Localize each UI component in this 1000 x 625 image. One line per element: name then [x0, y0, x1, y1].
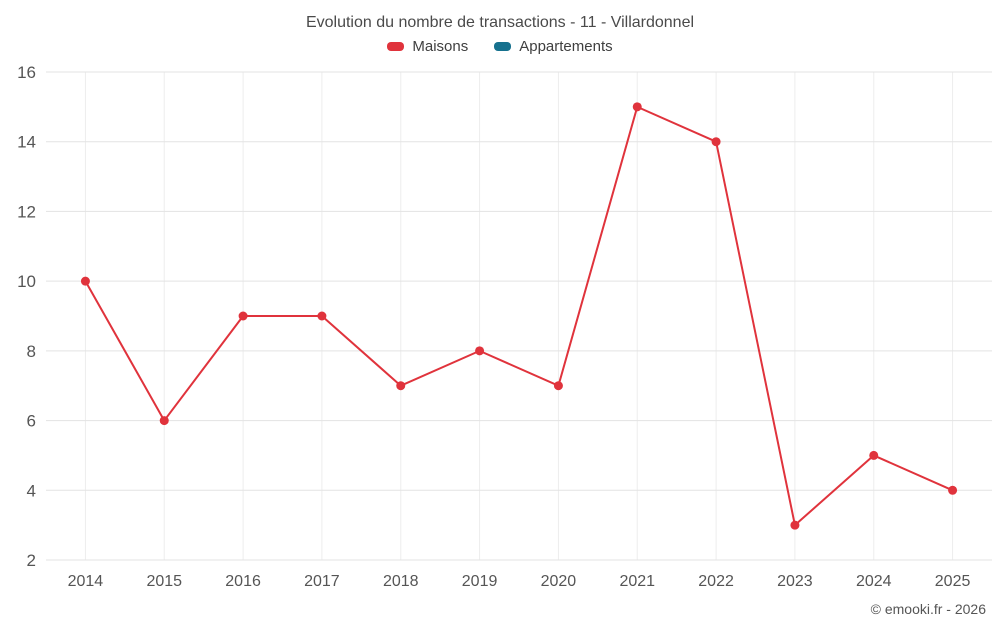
data-point-maisons	[553, 381, 563, 391]
x-axis-tick-label: 2017	[304, 573, 340, 590]
data-point-maisons	[948, 485, 958, 495]
maisons-series-swatch-icon	[387, 42, 405, 51]
y-axis-tick-label: 4	[27, 481, 36, 500]
x-axis-tick-label: 2022	[698, 573, 734, 590]
y-axis-tick-label: 10	[17, 272, 36, 291]
y-axis-tick-label: 6	[27, 412, 36, 431]
x-axis-tick-label: 2021	[619, 573, 655, 590]
y-axis-tick-label: 8	[27, 342, 36, 361]
y-axis-tick-label: 2	[27, 551, 36, 570]
y-axis-tick-label: 12	[17, 202, 36, 221]
x-axis-tick-label: 2025	[935, 573, 971, 590]
data-point-maisons	[159, 416, 169, 426]
data-point-maisons	[475, 346, 485, 356]
chart-title: Evolution du nombre de transactions - 11…	[305, 14, 695, 31]
legend-item-appartements[interactable]: Appartements	[494, 38, 613, 55]
data-point-maisons	[711, 137, 721, 147]
x-axis-tick-label: 2023	[777, 573, 813, 590]
y-axis-tick-label: 14	[17, 133, 36, 152]
x-axis-tick-label: 2019	[462, 573, 498, 590]
data-point-maisons	[238, 311, 248, 321]
data-point-maisons	[317, 311, 327, 321]
x-axis-tick-label: 2020	[541, 573, 577, 590]
data-point-maisons	[790, 520, 800, 530]
legend-item-maisons[interactable]: Maisons	[387, 38, 468, 55]
data-point-maisons	[869, 450, 879, 460]
legend-label-maisons: Maisons	[412, 38, 469, 55]
copyright-text: © emooki.fr - 2026	[870, 601, 986, 617]
series-line-maisons	[84, 105, 953, 527]
data-point-maisons	[632, 102, 642, 112]
x-axis-tick-label: 2024	[856, 573, 892, 590]
data-point-maisons	[80, 276, 90, 286]
x-axis-tick-label: 2014	[68, 573, 104, 590]
chart-header: Evolution du nombre de transactions - 11…	[0, 0, 1000, 55]
appartements-series-swatch-icon	[494, 42, 512, 51]
legend-label-appartements: Appartements	[519, 38, 613, 55]
x-axis-tick-label: 2016	[225, 573, 261, 590]
x-axis-tick-label: 2018	[383, 573, 419, 590]
chart-legend: Maisons Appartements	[0, 38, 1000, 55]
x-axis-tick-label: 2015	[146, 573, 182, 590]
data-point-maisons	[396, 381, 406, 391]
y-axis-tick-label: 16	[17, 63, 36, 82]
